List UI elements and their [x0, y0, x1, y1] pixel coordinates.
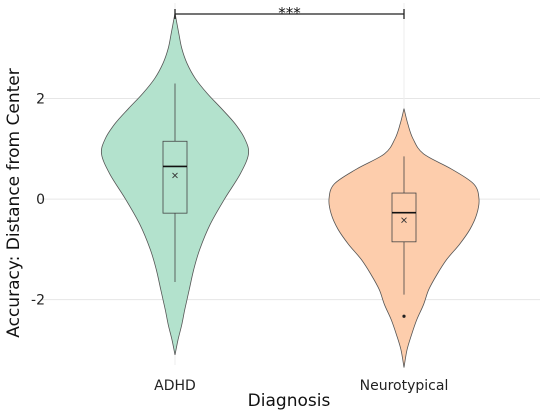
tick-layer: -2 0 2 ADHD Neurotypical	[31, 92, 448, 394]
mean-marker	[172, 172, 178, 179]
box-iqr	[162, 140, 188, 214]
y-tick-label: 2	[36, 92, 45, 108]
x-tick-label: ADHD	[154, 378, 196, 394]
outlier-point	[402, 314, 406, 318]
significance-label: ***	[278, 4, 301, 22]
x-axis-title: Diagnosis	[248, 391, 331, 411]
box-iqr	[391, 192, 417, 243]
violin-layer	[100, 12, 480, 368]
violin-adhd	[100, 12, 250, 356]
x-tick-label: Neurotypical	[360, 378, 449, 394]
y-tick-label: 0	[36, 192, 45, 208]
box-layer	[162, 83, 417, 318]
y-tick-label: -2	[31, 293, 45, 309]
y-axis-title: Accuracy: Distance from Center	[4, 68, 24, 337]
mean-marker	[401, 217, 407, 224]
significance-layer: ***	[174, 4, 405, 22]
violin-neurotypical	[328, 108, 480, 368]
